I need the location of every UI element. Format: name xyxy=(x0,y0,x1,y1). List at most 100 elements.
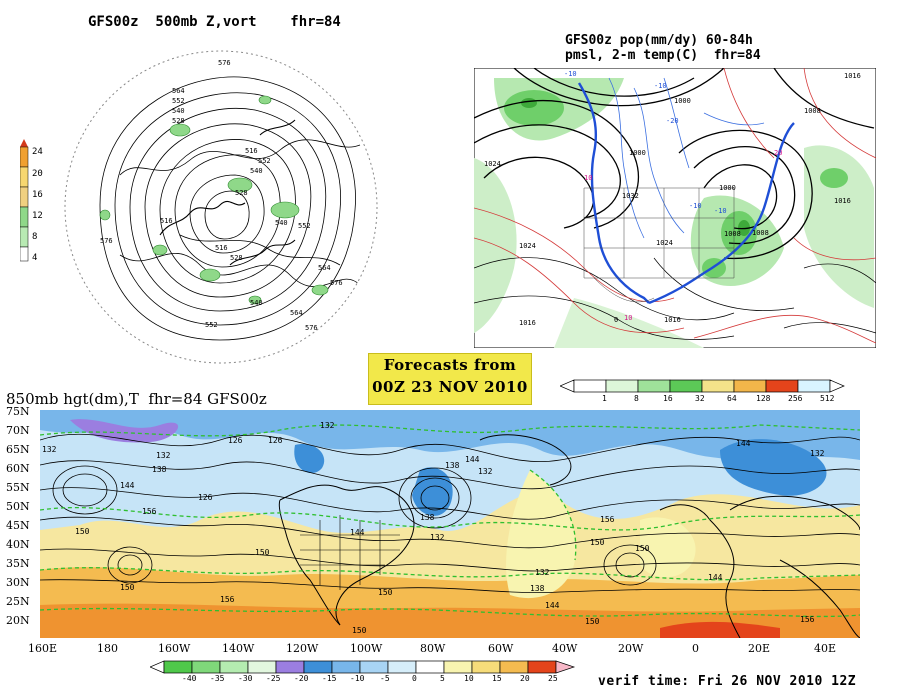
height-label: 138 xyxy=(420,513,435,522)
isobar-label: 1016 xyxy=(844,72,861,80)
temp-label: 10 xyxy=(464,674,474,683)
height-label: 150 xyxy=(378,588,393,597)
height-label: 144 xyxy=(350,528,365,537)
na-temp-labels: -10 -20 -10 -10 -10 xyxy=(564,70,727,215)
lon-label: 160W xyxy=(158,642,191,655)
lat-label: 50N xyxy=(6,500,30,513)
contour-label: 540 xyxy=(250,167,263,175)
contour-label: 552 xyxy=(298,222,311,230)
na-panel-title-line2: pmsl, 2-m temp(C) fhr=84 xyxy=(565,48,761,63)
lat-label: 45N xyxy=(6,519,30,532)
contour-label: 552 xyxy=(258,157,271,165)
contour-label: 516 xyxy=(215,244,228,252)
height-label: 138 xyxy=(152,465,167,474)
lat-label: 75N xyxy=(6,405,30,418)
banner-line2: 00Z 23 NOV 2010 xyxy=(372,378,528,396)
contour-label: 576 xyxy=(100,237,113,245)
lat-label: 65N xyxy=(6,443,30,456)
isobar-label: 1016 xyxy=(519,319,536,327)
contour-label: 552 xyxy=(172,97,185,105)
temp-label: -10 xyxy=(714,207,727,215)
isobar-label: 1032 xyxy=(622,192,639,200)
contour-label: 540 xyxy=(275,219,288,227)
lat-label: 55N xyxy=(6,481,30,494)
temp-label: -25 xyxy=(266,674,281,683)
verif-time: verif time: Fri 26 NOV 2010 12Z xyxy=(598,674,857,689)
polar-map: 576 564 552 540 528 516 552 540 528 516 … xyxy=(64,50,378,364)
temp-label: 10 xyxy=(584,174,592,182)
scale-arrow-icon xyxy=(20,139,28,147)
scale-label-16: 16 xyxy=(32,190,43,200)
precip-label: 8 xyxy=(634,394,639,403)
height-label: 144 xyxy=(545,601,560,610)
height-label: 150 xyxy=(635,544,650,553)
precip-label: 64 xyxy=(727,394,737,403)
contour-label: 576 xyxy=(305,324,318,332)
height-label: 156 xyxy=(800,615,815,624)
lon-label: 80W xyxy=(420,642,446,655)
height-label: 156 xyxy=(600,515,615,524)
scale-label-12: 12 xyxy=(32,211,43,221)
isobar-label: 1024 xyxy=(656,239,673,247)
height-label: 132 xyxy=(42,445,57,454)
precip-label: 32 xyxy=(695,394,705,403)
lon-label: 180 xyxy=(97,642,118,655)
height-label: 156 xyxy=(220,595,235,604)
isobar-label: 1000 xyxy=(674,97,691,105)
precip-label: 1 xyxy=(602,394,607,403)
contour-label: 564 xyxy=(318,264,331,272)
lon-label: 0 xyxy=(692,642,699,655)
banner-line1: Forecasts from xyxy=(383,356,517,374)
precip-color-scale: 1 8 16 32 64 128 256 512 xyxy=(560,379,852,409)
lon-label: 140W xyxy=(222,642,255,655)
height-label: 126 xyxy=(268,436,283,445)
na-panel-title-line1: GFS00z pop(mm/dy) 60-84h xyxy=(565,33,753,48)
polar-panel-title: GFS00z 500mb Z,vort fhr=84 xyxy=(88,14,341,30)
temp-label: -20 xyxy=(294,674,309,683)
height-label: 138 xyxy=(530,584,545,593)
lat-label: 20N xyxy=(6,614,30,627)
temp-label: 20 xyxy=(520,674,530,683)
height-label: 150 xyxy=(120,583,135,592)
isobar-label: 1008 xyxy=(804,107,821,115)
isobar-label: 1024 xyxy=(519,242,536,250)
height-label: 126 xyxy=(228,436,243,445)
height-label: 132 xyxy=(320,421,335,430)
global-contour-labels: 132 126 126 132 144 138 132 144 132 126 … xyxy=(42,421,825,635)
height-label: 132 xyxy=(156,451,171,460)
scale-label-24: 24 xyxy=(32,147,43,157)
height-label: 150 xyxy=(585,617,600,626)
scale-label-8: 8 xyxy=(32,232,38,242)
contour-label: 564 xyxy=(172,87,185,95)
contour-label: 540 xyxy=(172,107,185,115)
lon-label: 20W xyxy=(618,642,644,655)
na-map: 1000 1016 1024 1008 1016 1024 1000 1008 … xyxy=(474,68,876,348)
temp-label: -10 xyxy=(564,70,577,78)
temp-label: -10 xyxy=(350,674,365,683)
lon-axis: 160E 180 160W 140W 120W 100W 80W 60W 40W… xyxy=(0,642,900,658)
height-label: 138 xyxy=(445,461,460,470)
precip-label: 16 xyxy=(663,394,673,403)
lat-label: 25N xyxy=(6,595,30,608)
height-label: 156 xyxy=(142,507,157,516)
polar-color-scale: 24 20 16 12 8 4 xyxy=(19,135,54,265)
height-label: 126 xyxy=(198,493,213,502)
lon-label: 40E xyxy=(814,642,837,655)
height-label: 150 xyxy=(255,548,270,557)
isobar-label: 1016 xyxy=(834,197,851,205)
lat-label: 35N xyxy=(6,557,30,570)
global-panel-title: 850mb hgt(dm),T fhr=84 GFS00z xyxy=(6,390,267,408)
temp-label: 10 xyxy=(624,314,632,322)
contour-label: 528 xyxy=(230,254,243,262)
lat-label: 30N xyxy=(6,576,30,589)
temp-label: -5 xyxy=(380,674,390,683)
height-label: 132 xyxy=(535,568,550,577)
contour-label: 516 xyxy=(160,217,173,225)
lon-label: 160E xyxy=(28,642,58,655)
contour-label: 516 xyxy=(245,147,258,155)
height-label: 132 xyxy=(478,467,493,476)
lon-label: 100W xyxy=(350,642,383,655)
lon-label: 60W xyxy=(488,642,514,655)
scale-label-4: 4 xyxy=(32,253,38,263)
height-label: 144 xyxy=(465,455,480,464)
